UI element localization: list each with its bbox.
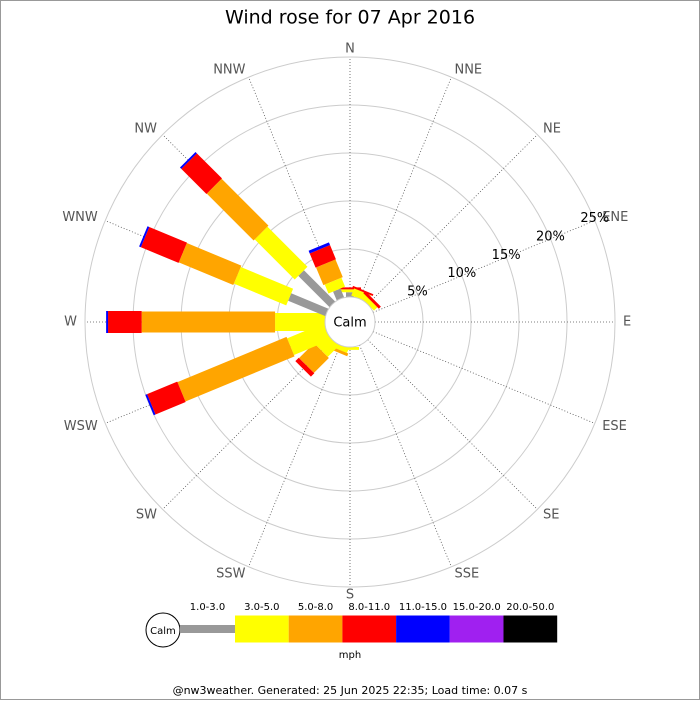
bar-segment bbox=[308, 242, 331, 254]
direction-label: E bbox=[623, 315, 631, 330]
legend-swatch bbox=[235, 615, 289, 643]
bar-segment bbox=[295, 357, 315, 377]
bar-segment bbox=[139, 226, 150, 248]
bar-segment bbox=[324, 277, 346, 294]
legend-unit: mph bbox=[339, 650, 361, 661]
direction-label: SSE bbox=[454, 567, 479, 582]
legend-calm-label: Calm bbox=[150, 626, 176, 637]
legend-label: 5.0-8.0 bbox=[298, 602, 333, 613]
spoke bbox=[372, 220, 595, 313]
calm-label: Calm bbox=[333, 316, 366, 331]
bar-segment bbox=[288, 293, 329, 317]
bar-segment bbox=[363, 291, 381, 309]
bar-segment bbox=[140, 226, 187, 263]
grid-ring bbox=[84, 56, 616, 588]
spoke bbox=[367, 339, 538, 510]
bar-segment bbox=[309, 245, 336, 268]
direction-label: NW bbox=[134, 121, 157, 136]
bar-segment bbox=[108, 311, 142, 333]
bar-segment bbox=[181, 153, 222, 194]
direction-label: N bbox=[345, 42, 355, 57]
spoke bbox=[359, 344, 452, 567]
legend-swatch bbox=[342, 615, 397, 643]
direction-label: SW bbox=[136, 508, 157, 523]
direction-label: WNW bbox=[62, 210, 98, 225]
r-tick-label: 25% bbox=[580, 211, 609, 226]
bar-segment bbox=[361, 294, 378, 311]
direction-label: ENE bbox=[602, 210, 628, 225]
direction-label: S bbox=[346, 588, 354, 603]
bar-segment bbox=[333, 288, 345, 301]
direction-label: NNE bbox=[454, 62, 482, 77]
direction-label: WSW bbox=[64, 419, 98, 434]
direction-label: NNW bbox=[213, 62, 245, 77]
bar-segment bbox=[147, 381, 186, 415]
footer: @nw3weather. Generated: 25 Jun 2025 22:3… bbox=[173, 684, 528, 697]
direction-label: ESE bbox=[602, 419, 627, 434]
r-tick-label: 10% bbox=[447, 266, 476, 281]
bar-segment bbox=[178, 243, 242, 286]
r-tick-label: 15% bbox=[492, 248, 521, 263]
bar-segment bbox=[106, 311, 109, 333]
spoke bbox=[359, 77, 452, 300]
bar-segment bbox=[352, 285, 374, 297]
bar-segment bbox=[177, 336, 295, 402]
bar-segment bbox=[316, 259, 343, 286]
direction-label: SSW bbox=[216, 567, 246, 582]
legend-label: 11.0-15.0 bbox=[399, 602, 447, 613]
legend-label: 8.0-11.0 bbox=[348, 602, 390, 613]
legend-label: 1.0-3.0 bbox=[190, 602, 225, 613]
bar-segment bbox=[206, 178, 269, 241]
spoke bbox=[248, 344, 341, 567]
bar-segment bbox=[145, 394, 156, 416]
legend-label: 20.0-50.0 bbox=[506, 602, 554, 613]
spoke bbox=[367, 134, 538, 305]
spoke bbox=[372, 331, 595, 424]
bar-segment bbox=[275, 313, 325, 331]
bar-segment bbox=[299, 343, 329, 373]
chart-title: Wind rose for 07 Apr 2016 bbox=[225, 7, 475, 29]
direction-label: NE bbox=[543, 121, 561, 136]
legend-label: 3.0-5.0 bbox=[244, 602, 279, 613]
legend-swatch bbox=[503, 615, 558, 643]
calm-circle bbox=[324, 296, 376, 348]
legend-swatch bbox=[288, 615, 343, 643]
bar-segment bbox=[287, 323, 331, 355]
bar-segment bbox=[233, 267, 294, 306]
bar-segment bbox=[141, 311, 276, 333]
bar-segment bbox=[254, 226, 308, 280]
legend-swatch bbox=[396, 615, 450, 643]
r-tick-label: 5% bbox=[407, 285, 428, 300]
bar-segment bbox=[179, 151, 197, 169]
direction-label: SE bbox=[543, 508, 559, 523]
direction-label: W bbox=[64, 315, 77, 330]
bar-segment bbox=[298, 270, 336, 308]
r-tick-label: 20% bbox=[536, 229, 565, 244]
legend-swatch bbox=[449, 615, 504, 643]
legend-swatch bbox=[180, 625, 235, 633]
bar-segment bbox=[346, 292, 354, 297]
legend-label: 15.0-20.0 bbox=[453, 602, 501, 613]
